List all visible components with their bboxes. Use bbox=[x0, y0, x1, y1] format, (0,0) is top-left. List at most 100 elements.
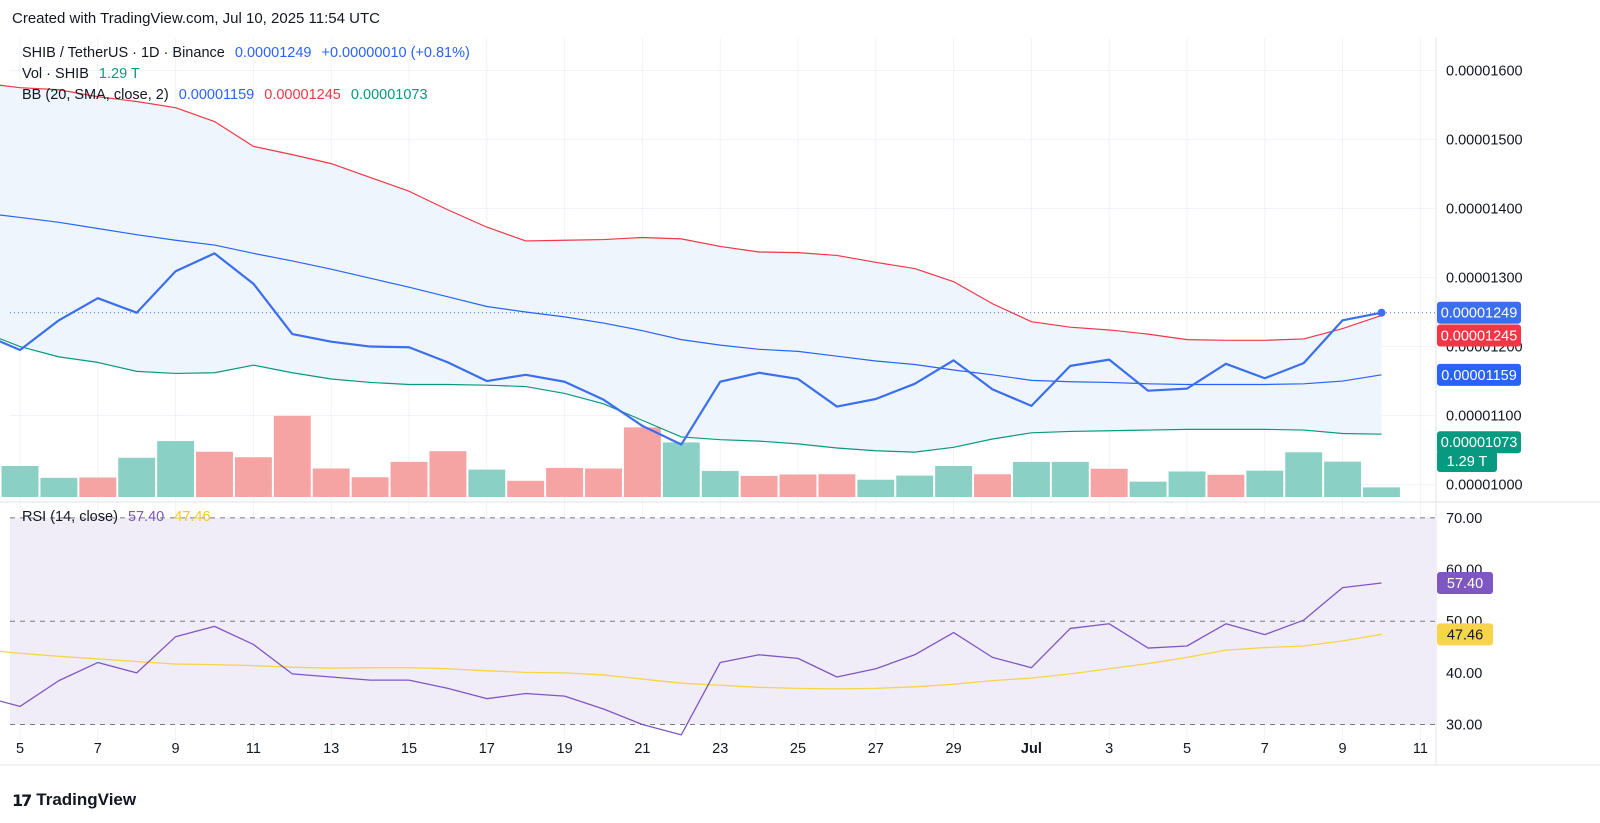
price-axis-label: 0.00001300 bbox=[1446, 271, 1523, 287]
time-axis-label: 9 bbox=[1339, 741, 1347, 757]
volume-bar bbox=[1207, 474, 1245, 497]
volume-bar bbox=[623, 427, 661, 497]
rsi-ma-badge-bg bbox=[1437, 623, 1493, 646]
volume-bar bbox=[1090, 468, 1128, 497]
legend-volume-label[interactable]: Vol · SHIB bbox=[22, 66, 89, 82]
volume-bar bbox=[40, 477, 78, 497]
rsi-axis-label: 40.00 bbox=[1446, 666, 1482, 682]
volume-bar bbox=[701, 470, 739, 497]
price-badge-text: 0.00001249 bbox=[1441, 306, 1518, 322]
rsi-badge-bg bbox=[1437, 571, 1493, 594]
price-badges: 0.00001249 0.00001245 0.00001159 0.00001073… bbox=[1437, 301, 1521, 646]
volume-bar bbox=[935, 466, 973, 497]
brand-name: TradingView bbox=[36, 790, 137, 809]
volume-bar bbox=[1363, 487, 1400, 497]
volume-bar bbox=[857, 479, 895, 497]
time-axis-label: 7 bbox=[1261, 741, 1269, 757]
rsi-ma-badge: 47.46 bbox=[1437, 623, 1493, 646]
time-axis-label: 19 bbox=[557, 741, 573, 757]
legend-bb-row: BB (20, SMA, close, 2) 0.00001159 0.0000… bbox=[22, 87, 434, 103]
time-axis-label: 9 bbox=[172, 741, 180, 757]
tradingview-logo-icon: 17 bbox=[12, 790, 32, 810]
volume-bar bbox=[507, 480, 545, 497]
bb-upper-badge-text: 0.00001245 bbox=[1441, 328, 1518, 344]
rsi-axis-label: 30.00 bbox=[1446, 718, 1482, 734]
legend-bb-basis: 0.00001159 bbox=[178, 87, 255, 103]
time-axis-label: 5 bbox=[16, 741, 24, 757]
volume-bar bbox=[1051, 461, 1089, 497]
price-axis-label: 0.00001600 bbox=[1446, 63, 1523, 79]
time-axis-label: 23 bbox=[712, 741, 728, 757]
volume-bar bbox=[1012, 461, 1050, 497]
time-axis-label: 25 bbox=[790, 741, 806, 757]
volume-bar bbox=[818, 474, 856, 497]
bb-basis-line bbox=[0, 214, 1382, 386]
time-axis-label: 13 bbox=[323, 741, 339, 757]
bb-basis-badge: 0.00001159 bbox=[1437, 363, 1521, 386]
volume-bar bbox=[429, 451, 467, 497]
tradingview-brand[interactable]: 17 TradingView bbox=[12, 790, 136, 810]
legend-volume-value: 1.29 T bbox=[98, 66, 140, 82]
price-axis-label: 0.00001100 bbox=[1446, 409, 1522, 425]
rsi-badge: 57.40 bbox=[1437, 571, 1493, 594]
time-axis-label: 11 bbox=[1413, 741, 1428, 757]
price-axis-label: 0.00001400 bbox=[1446, 201, 1523, 217]
rsi-axis-label: 70.00 bbox=[1446, 511, 1482, 527]
bb-lower-badge: 0.00001073 bbox=[1437, 431, 1521, 454]
volume-bar bbox=[196, 451, 233, 497]
volume-bar bbox=[312, 468, 350, 497]
price-badge-bg bbox=[1437, 301, 1521, 324]
time-axis-label: 3 bbox=[1105, 741, 1113, 757]
volume-bar bbox=[585, 468, 622, 497]
time-axis-label: 29 bbox=[946, 741, 962, 757]
volume-bar bbox=[468, 469, 506, 497]
bb-lower-badge-text: 0.00001073 bbox=[1441, 435, 1518, 451]
bollinger-band bbox=[0, 85, 1382, 453]
bb-basis-badge-text: 0.00001159 bbox=[1441, 368, 1517, 384]
bollinger-band-fill bbox=[0, 85, 1382, 453]
legend-rsi-row: RSI (14, close) 57.40 47.46 bbox=[22, 509, 217, 525]
rsi-ma-line bbox=[0, 633, 1382, 690]
legend-symbol[interactable]: SHIB / TetherUS · 1D · Binance bbox=[22, 45, 225, 61]
volume-bar bbox=[273, 415, 311, 497]
bb-upper-badge: 0.00001245 bbox=[1437, 324, 1521, 347]
rsi-line bbox=[0, 582, 1382, 736]
volume-bar bbox=[974, 474, 1011, 497]
legend-bb-upper: 0.00001245 bbox=[264, 87, 341, 103]
time-axis-label: 5 bbox=[1183, 741, 1191, 757]
volume-badge: 1.29 T bbox=[1437, 450, 1497, 472]
volume-bar bbox=[234, 457, 272, 497]
rsi-pane bbox=[0, 517, 1436, 736]
time-axis-label: 7 bbox=[94, 741, 102, 757]
legend-rsi-ma: 47.46 bbox=[174, 509, 211, 525]
last-price-dot bbox=[1377, 308, 1386, 317]
price-badge: 0.00001249 bbox=[1437, 301, 1521, 324]
legend-bb-lower: 0.00001073 bbox=[350, 87, 428, 103]
volume-bar bbox=[79, 477, 117, 497]
volume-bar bbox=[1168, 471, 1206, 497]
bb-upper-line bbox=[0, 84, 1382, 341]
volume-bar bbox=[662, 442, 700, 497]
chart-header: Created with TradingView.com, Jul 10, 20… bbox=[12, 10, 380, 27]
time-axis-label: 17 bbox=[479, 741, 495, 757]
time-axis-label: Jul bbox=[1021, 741, 1042, 757]
legend-bb-label[interactable]: BB (20, SMA, close, 2) bbox=[22, 87, 169, 103]
volume-bar bbox=[546, 467, 584, 497]
volume-bar bbox=[351, 477, 389, 497]
time-axis-label: 27 bbox=[868, 741, 884, 757]
volume-bar bbox=[896, 475, 934, 497]
price-axis-label: 0.00001500 bbox=[1446, 132, 1523, 148]
volume-bar bbox=[1, 466, 39, 497]
time-axis-label: 11 bbox=[246, 741, 261, 757]
bb-upper-badge-bg bbox=[1437, 324, 1521, 347]
volume-bar bbox=[390, 461, 428, 497]
volume-badge-bg bbox=[1437, 450, 1497, 472]
price-lines bbox=[0, 84, 1436, 453]
bb-basis-badge-bg bbox=[1437, 363, 1521, 386]
volume-bar bbox=[1324, 461, 1362, 497]
volume-bar bbox=[1129, 481, 1167, 497]
volume-bars bbox=[1, 415, 1400, 497]
volume-bar bbox=[118, 457, 156, 497]
legend-rsi-label[interactable]: RSI (14, close) bbox=[22, 509, 118, 525]
